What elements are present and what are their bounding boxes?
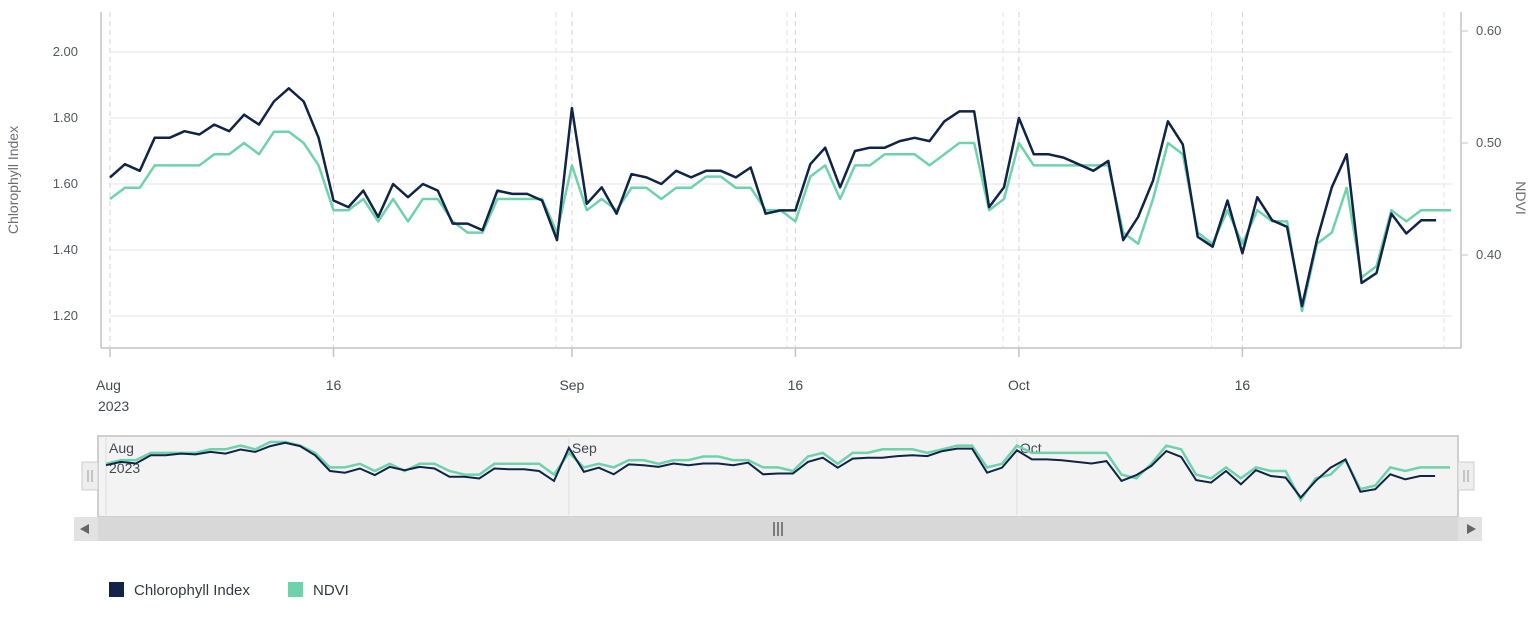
arrow-left-icon[interactable] bbox=[80, 524, 89, 534]
series-line-chlorophyll bbox=[109, 87, 1437, 308]
legend-label: Chlorophyll Index bbox=[134, 582, 250, 599]
main-plot: 1.20 1.40 1.60 1.80 2.00 0.40 0.50 0.60 Chloroph… bbox=[5, 12, 1529, 414]
legend: Chlorophyll Index NDVI bbox=[109, 582, 349, 599]
x-tick-label: 16 bbox=[326, 377, 342, 393]
y-left-tick-label: 1.80 bbox=[53, 110, 78, 125]
navigator-handle-right[interactable] bbox=[1457, 461, 1475, 491]
y-left-tick-label: 1.40 bbox=[53, 242, 78, 257]
navigator-handle-body[interactable] bbox=[1457, 461, 1475, 491]
gridlines bbox=[109, 12, 1452, 348]
x-tick-label: Aug bbox=[96, 377, 121, 393]
y-right-tick-label: 0.50 bbox=[1476, 135, 1501, 150]
legend-swatch bbox=[288, 582, 303, 597]
y-right-tick-label: 0.60 bbox=[1476, 23, 1501, 38]
x-tick-label: Sep bbox=[559, 377, 584, 393]
navigator-handle-body[interactable] bbox=[81, 461, 99, 491]
x-tick-label: 16 bbox=[1235, 377, 1251, 393]
x-tick-label: Oct bbox=[1008, 377, 1030, 393]
y-left-tick-label: 1.60 bbox=[53, 176, 78, 191]
legend-swatch bbox=[109, 582, 124, 597]
y-right-tick-label: 0.40 bbox=[1476, 247, 1501, 262]
x-tick-label: 16 bbox=[788, 377, 804, 393]
navigator-label: Aug bbox=[109, 440, 134, 456]
x-tick-sublabel: 2023 bbox=[98, 398, 129, 414]
y-left-tick-label: 1.20 bbox=[53, 308, 78, 323]
y-left-tick-label: 2.00 bbox=[53, 44, 78, 59]
navigator-label: Sep bbox=[572, 440, 597, 456]
scrollbar[interactable] bbox=[74, 517, 1482, 541]
y-left-axis-title: Chlorophyll Index bbox=[5, 126, 21, 234]
legend-item[interactable]: NDVI bbox=[288, 582, 349, 599]
navigator-line-chlorophyll bbox=[105, 441, 1436, 500]
legend-label: NDVI bbox=[313, 582, 349, 599]
navigator-line-ndvi bbox=[105, 440, 1450, 503]
legend-item[interactable]: Chlorophyll Index bbox=[109, 582, 250, 599]
arrow-right-icon[interactable] bbox=[1467, 524, 1476, 534]
navigator-handle-left[interactable] bbox=[81, 461, 99, 491]
y-right-axis-title: NDVI bbox=[1513, 181, 1529, 214]
